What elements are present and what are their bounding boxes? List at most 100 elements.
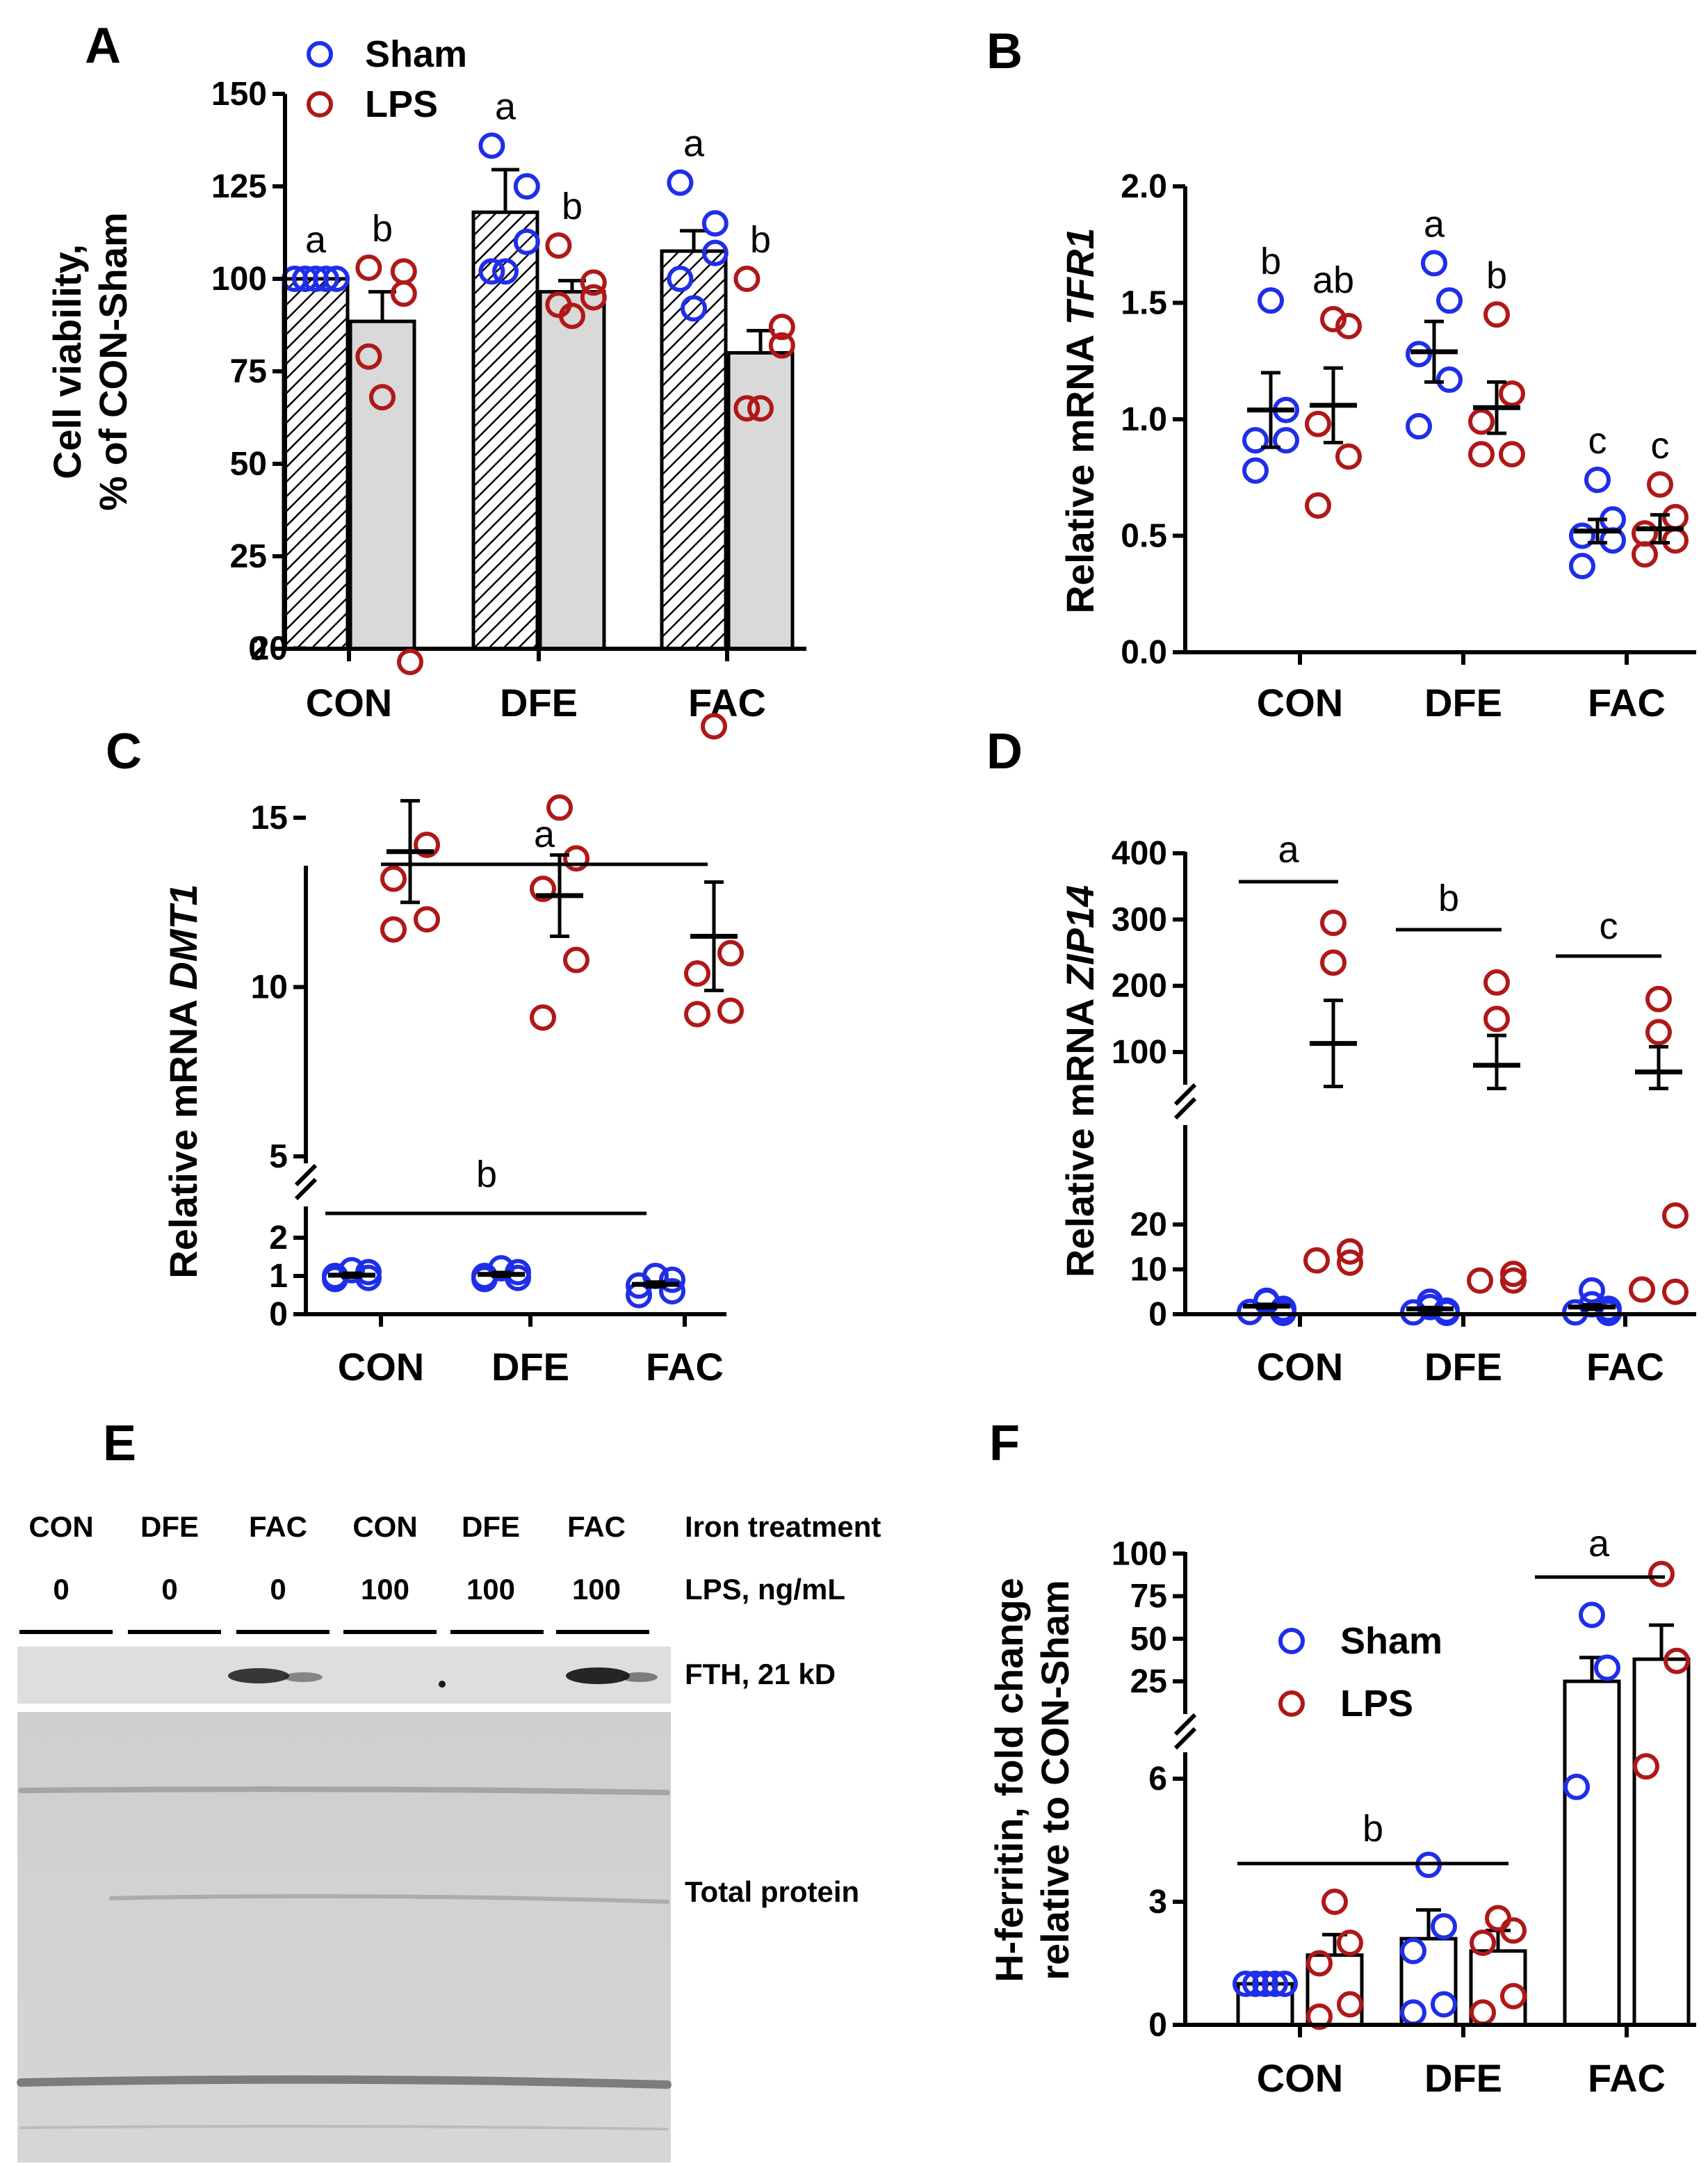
chart-panel-a: a a a b b b 0 25 50 75 100 125 150 CON DFE FAC Cell viab…: [45, 33, 806, 725]
y-tick-label: 75: [230, 353, 267, 390]
data-point-lps: [414, 831, 440, 858]
data-point-sham: [1431, 1991, 1457, 2018]
data-point-lps: [1468, 441, 1495, 468]
data-point-lps: [701, 713, 727, 740]
data-point-lps: [563, 946, 589, 973]
bar-lps: [538, 290, 606, 651]
y-tick-label: 25: [1130, 1663, 1167, 1700]
data-point-lps: [1306, 1950, 1333, 1977]
significance-letter: a: [495, 86, 517, 127]
panel-label-d: D: [986, 724, 1023, 779]
data-point-lps: [1632, 541, 1658, 568]
gene-name: DMT1: [161, 884, 205, 989]
y-tick-label: 5: [269, 1138, 288, 1175]
y-tick-label: 1: [269, 1258, 288, 1295]
y-tick-label: 10: [1130, 1252, 1167, 1288]
blot-lps-lane-3: 0: [270, 1573, 286, 1606]
x-tick-label: CON: [1257, 2056, 1343, 2100]
data-point-sham: [1594, 1654, 1620, 1681]
data-point-lps: [733, 266, 761, 292]
data-point-lps: [733, 395, 761, 422]
data-point-lps: [1485, 1905, 1511, 1932]
significance-letter: b: [750, 219, 771, 261]
significance-letter: b: [476, 1154, 497, 1195]
y-tick-label: 50: [230, 446, 267, 483]
y-tick-label: 2.0: [1121, 168, 1167, 205]
data-point-sham: [1579, 1277, 1605, 1304]
chart-panel-d: 100 200 300 400 0 10 20 CON DFE FAC Relative mRNA …: [1058, 829, 1696, 1389]
chart-panel-f: 25 50 75 100 0 3 6 CON DFE FAC H-ferritin, fold ch…: [987, 1523, 1696, 2100]
y-tick-label: 0.5: [1121, 518, 1167, 555]
data-point-sham: [1273, 427, 1299, 454]
x-tick-label: DFE: [500, 681, 578, 725]
data-point-sham: [1400, 1937, 1426, 1964]
blot-lps-lane-5: 100: [466, 1573, 515, 1606]
data-point-lps: [1500, 1917, 1527, 1944]
y-axis-label-line: Cell viability,: [45, 244, 89, 479]
data-point-lps: [397, 648, 423, 675]
x-tick-label: DFE: [1424, 2056, 1502, 2100]
data-point-lps: [1662, 503, 1689, 531]
x-tick-label: CON: [306, 681, 392, 725]
blot-row-label-iron: Iron treatment: [685, 1510, 881, 1543]
data-point-lps: [580, 284, 607, 311]
y-tick-label: 1.5: [1121, 285, 1167, 322]
total-protein-bands: [17, 1786, 672, 2131]
axis-break: [1173, 1727, 1197, 1750]
data-point-lps: [1499, 441, 1525, 468]
data-point-sham: [322, 1266, 348, 1293]
data-point-sham: [1237, 1298, 1263, 1325]
data-point-lps: [717, 997, 744, 1024]
y-axis-label: Relative mRNA TFR1: [1058, 228, 1102, 614]
data-point-lps: [414, 906, 440, 933]
gene-name: TFR1: [1058, 228, 1102, 325]
fth-blot-image: [17, 1647, 671, 1704]
y-tick-label: 0: [1148, 1296, 1167, 1333]
legend-label-sham: Sham: [365, 33, 467, 75]
y-tick-label: 50: [1130, 1621, 1167, 1658]
y-tick-label: 0: [269, 1296, 288, 1333]
data-point-lps: [1500, 1267, 1527, 1294]
data-point-lps: [1629, 1276, 1655, 1303]
y-tick-label: 20: [1130, 1206, 1167, 1243]
data-point-lps: [1335, 313, 1362, 339]
x-tick-label: DFE: [1424, 1345, 1502, 1389]
data-point-lps: [1320, 910, 1347, 937]
data-point-sham: [323, 266, 350, 292]
data-point-sham: [313, 266, 339, 292]
y-tick-label: 200: [1112, 968, 1167, 1005]
data-point-lps: [1321, 1889, 1348, 1915]
y-tick-label: 125: [211, 168, 267, 205]
legend-label-lps: LPS: [365, 83, 438, 125]
legend-marker-sham: [307, 41, 333, 67]
data-point-lps: [1500, 1982, 1527, 2010]
data-point-lps: [1499, 380, 1525, 407]
y-tick-label: 25: [230, 538, 267, 575]
significance-letter: b: [1363, 1808, 1383, 1850]
y-tick-label: 3: [1148, 1884, 1167, 1921]
blot-label-total-protein: Total protein: [685, 1875, 859, 1908]
data-point-sham: [701, 210, 729, 237]
y-tick-label: 300: [1112, 901, 1167, 938]
legend-label-lps: LPS: [1340, 1683, 1413, 1724]
x-tick-label: DFE: [1424, 681, 1502, 725]
data-point-lps: [684, 1001, 710, 1028]
data-point-sham: [478, 132, 505, 159]
panel-label-a: A: [85, 18, 121, 74]
data-point-lps: [1467, 1267, 1493, 1294]
data-point-lps: [1662, 527, 1689, 554]
data-point-sham: [478, 258, 505, 285]
x-tick-label: FAC: [1588, 2056, 1666, 2100]
data-point-lps: [580, 269, 607, 296]
data-point-lps: [1305, 410, 1331, 437]
data-point-sham: [1431, 1913, 1457, 1940]
significance-letter: a: [683, 123, 705, 165]
bar-lps: [1632, 1657, 1691, 2027]
y-axis-label-line: % of CON-Sham: [91, 212, 135, 510]
y-tick-label: 75: [1130, 1578, 1167, 1615]
data-point-lps: [1468, 408, 1495, 435]
bar-sham: [1563, 1679, 1621, 2027]
axis-break: [1173, 1713, 1197, 1736]
data-point-lps: [1337, 1930, 1363, 1956]
y-axis-label-line: Relative mRNA: [161, 990, 205, 1279]
